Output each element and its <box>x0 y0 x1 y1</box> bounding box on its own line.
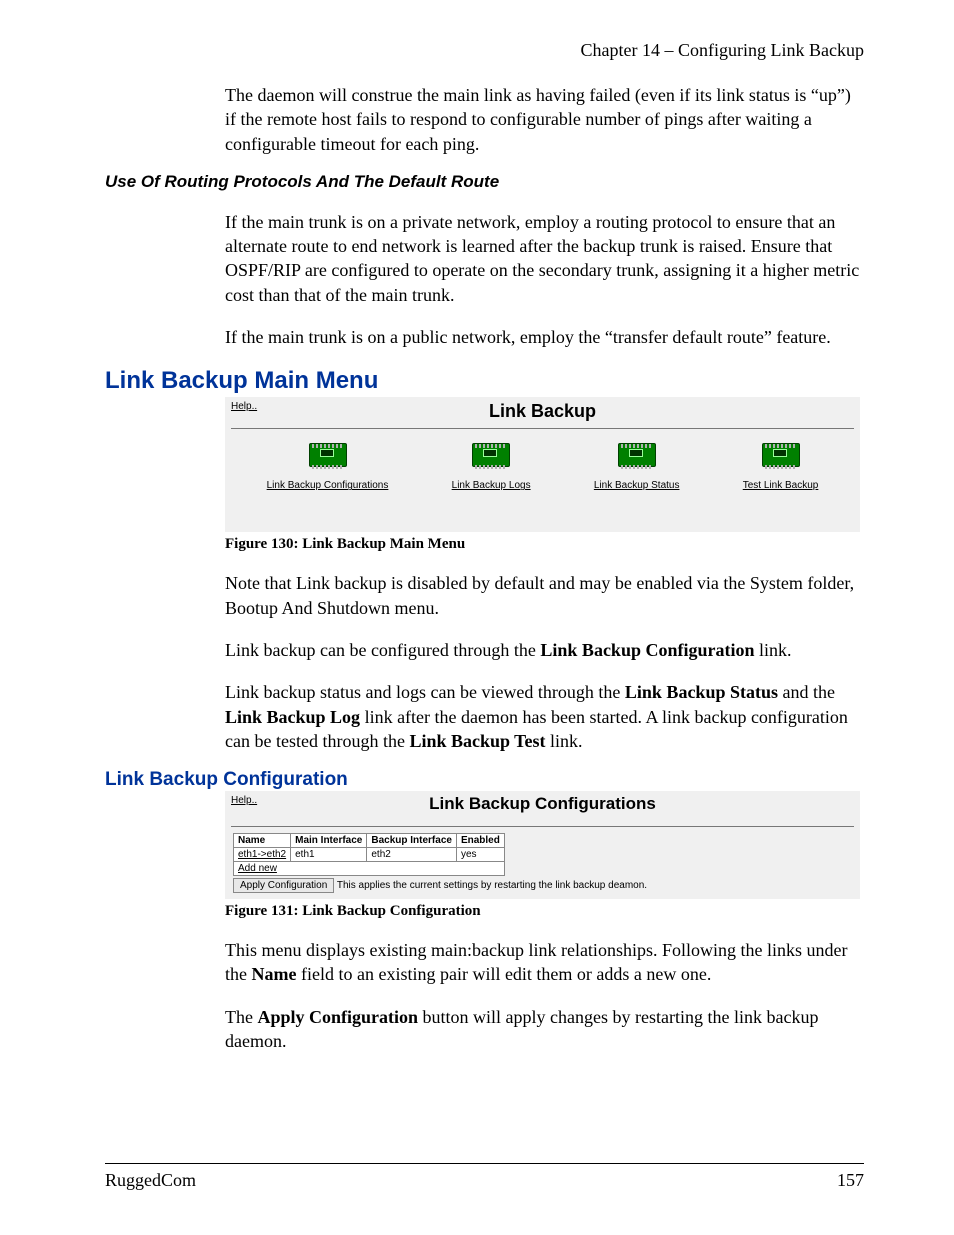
table-row: eth1->eth2 eth1 eth2 yes <box>234 848 505 862</box>
page-footer: RuggedCom 157 <box>105 1163 864 1191</box>
para-routing-2: If the main trunk is on a public network… <box>225 325 864 349</box>
chip-icon <box>472 443 510 467</box>
apply-configuration-button[interactable]: Apply Configuration <box>233 878 334 893</box>
cell-enabled: yes <box>456 848 504 862</box>
text: and the <box>778 682 835 702</box>
col-backup-interface: Backup Interface <box>367 834 457 848</box>
chip-icon <box>309 443 347 467</box>
link-backup-logs[interactable]: Link Backup Logs <box>452 443 531 493</box>
footer-page-number: 157 <box>837 1170 864 1191</box>
screenshot-title: Link Backup Configurations <box>225 791 860 820</box>
bold: Link Backup Configuration <box>540 640 754 660</box>
para-apply-button: The Apply Configuration button will appl… <box>225 1005 864 1054</box>
chip-icon <box>762 443 800 467</box>
link-backup-status[interactable]: Link Backup Status <box>594 443 680 493</box>
page: Chapter 14 – Configuring Link Backup The… <box>0 0 954 1235</box>
heading-main-menu: Link Backup Main Menu <box>105 367 864 395</box>
test-link-backup[interactable]: Test Link Backup <box>743 443 819 493</box>
figure-131-screenshot: Help.. Link Backup Configurations Name M… <box>225 791 860 899</box>
subheading-routing: Use Of Routing Protocols And The Default… <box>105 172 864 192</box>
figure-130-caption: Figure 130: Link Backup Main Menu <box>225 536 864 553</box>
footer-left: RuggedCom <box>105 1170 196 1191</box>
help-link[interactable]: Help.. <box>231 401 257 412</box>
text: Link backup status and logs can be viewe… <box>225 682 625 702</box>
col-main-interface: Main Interface <box>291 834 367 848</box>
apply-row: Apply Configuration This applies the cur… <box>233 878 860 893</box>
config-table: Name Main Interface Backup Interface Ena… <box>233 833 505 876</box>
cell-main: eth1 <box>291 848 367 862</box>
para-note: Note that Link backup is disabled by def… <box>225 571 864 620</box>
cell-backup: eth2 <box>367 848 457 862</box>
text: link. <box>546 731 583 751</box>
divider <box>231 826 854 827</box>
text: The <box>225 1007 257 1027</box>
table-header-row: Name Main Interface Backup Interface Ena… <box>234 834 505 848</box>
apply-description: This applies the current settings by res… <box>337 880 647 891</box>
heading-link-backup-config: Link Backup Configuration <box>105 769 864 791</box>
bold: Name <box>252 964 297 984</box>
bold: Link Backup Log <box>225 707 360 727</box>
icon-label: Link Backup Logs <box>452 480 531 491</box>
para-daemon: The daemon will construe the main link a… <box>225 83 864 156</box>
cell-name[interactable]: eth1->eth2 <box>234 848 291 862</box>
figure-130-screenshot: Help.. Link Backup Link Backup Configura… <box>225 397 860 532</box>
help-link[interactable]: Help.. <box>231 795 257 806</box>
text: Link backup can be configured through th… <box>225 640 540 660</box>
col-enabled: Enabled <box>456 834 504 848</box>
add-new-link: Add new <box>238 863 277 874</box>
link-backup-configurations[interactable]: Link Backup Configurations <box>267 443 389 493</box>
bold: Link Backup Status <box>625 682 778 702</box>
bold: Link Backup Test <box>409 731 545 751</box>
col-name: Name <box>234 834 291 848</box>
para-menu-displays: This menu displays existing main:backup … <box>225 938 864 987</box>
bold: Apply Configuration <box>257 1007 418 1027</box>
para-routing-1: If the main trunk is on a private networ… <box>225 210 864 307</box>
icon-label: Link Backup Configurations <box>267 480 389 491</box>
para-config-link: Link backup can be configured through th… <box>225 638 864 662</box>
row-link: eth1->eth2 <box>238 849 286 860</box>
cell-add-new[interactable]: Add new <box>234 862 505 876</box>
figure-131-caption: Figure 131: Link Backup Configuration <box>225 903 864 920</box>
chapter-header: Chapter 14 – Configuring Link Backup <box>105 40 864 61</box>
table-row-add: Add new <box>234 862 505 876</box>
para-status-links: Link backup status and logs can be viewe… <box>225 680 864 753</box>
icon-label: Test Link Backup <box>743 480 819 491</box>
icon-label: Link Backup Status <box>594 480 680 491</box>
chip-icon <box>618 443 656 467</box>
screenshot-title: Link Backup <box>225 397 860 422</box>
icon-row: Link Backup Configurations Link Backup L… <box>225 429 860 503</box>
footer-row: RuggedCom 157 <box>105 1170 864 1191</box>
text: field to an existing pair will edit them… <box>296 964 711 984</box>
text: link. <box>754 640 791 660</box>
footer-rule <box>105 1163 864 1164</box>
